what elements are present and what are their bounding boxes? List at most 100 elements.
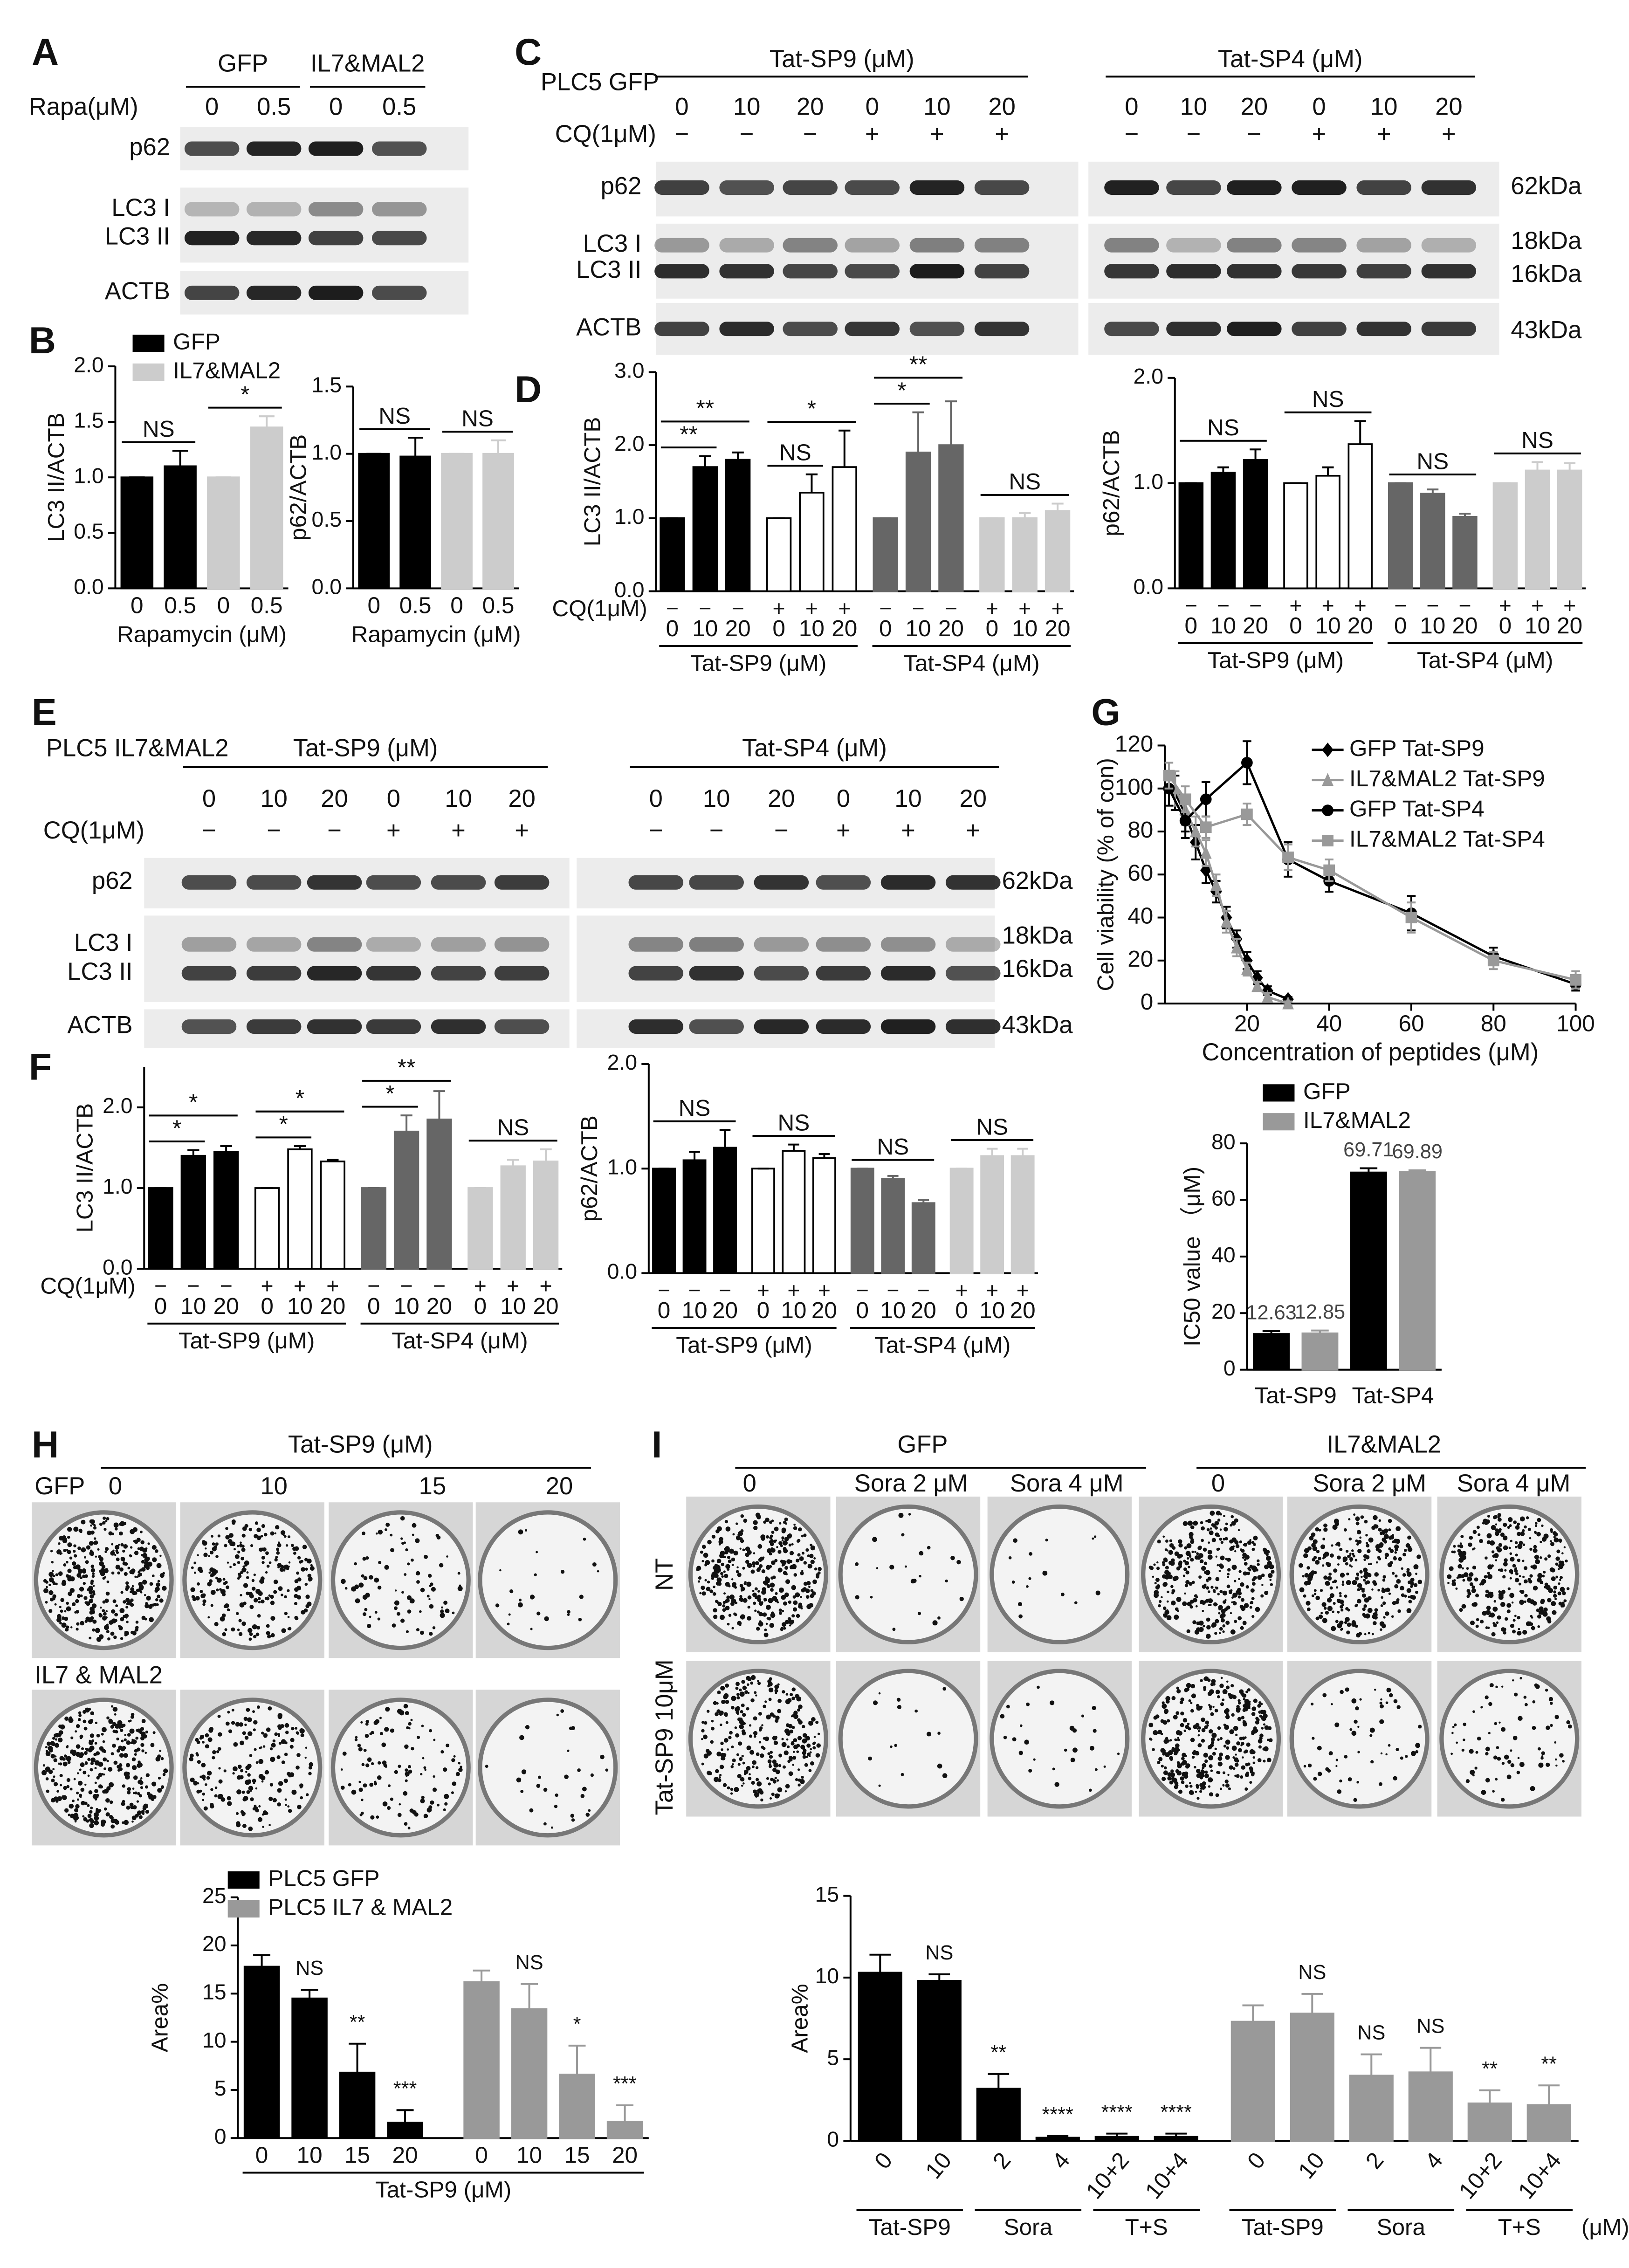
cq-sign: + <box>1377 120 1391 148</box>
x-tick-label: 0 <box>217 593 230 619</box>
colony <box>245 1765 250 1770</box>
colony <box>1498 1590 1501 1593</box>
colony <box>1413 1583 1418 1588</box>
colony <box>75 1804 80 1809</box>
colony <box>804 1763 808 1767</box>
x-row-value: − <box>688 1278 701 1302</box>
colony <box>281 1594 283 1596</box>
colony <box>730 1792 733 1795</box>
colony <box>1210 1741 1215 1745</box>
colony <box>717 1601 722 1607</box>
colony <box>251 1595 254 1597</box>
colony <box>1242 1693 1247 1698</box>
colony <box>1366 1544 1370 1548</box>
colony <box>443 1601 448 1605</box>
colony <box>774 1777 777 1780</box>
colony <box>68 1814 71 1816</box>
annotation: NS <box>461 406 494 432</box>
colony <box>1503 1545 1508 1550</box>
colony <box>1173 1715 1178 1720</box>
colony <box>253 1728 256 1732</box>
x-row-value: − <box>945 596 957 620</box>
colony <box>1454 1723 1457 1726</box>
colony <box>1219 1632 1221 1635</box>
colony <box>90 1553 94 1556</box>
colony <box>1222 1784 1225 1787</box>
colony <box>105 1610 108 1613</box>
colony <box>1522 1518 1525 1521</box>
colony <box>1522 1529 1525 1533</box>
colony <box>1175 1743 1180 1748</box>
colony <box>242 1526 247 1531</box>
colony <box>1397 1609 1401 1613</box>
colony <box>63 1563 67 1567</box>
colony <box>264 1597 268 1600</box>
colony <box>242 1731 246 1735</box>
colony <box>1461 1748 1464 1752</box>
colony <box>140 1786 144 1789</box>
colony <box>94 1820 99 1826</box>
colony <box>810 1565 813 1567</box>
annotation: **** <box>1101 2101 1133 2124</box>
colony <box>1382 1575 1386 1579</box>
colony <box>1206 1617 1210 1622</box>
colony <box>404 1744 409 1749</box>
colony <box>266 1727 271 1732</box>
colony <box>362 1531 365 1535</box>
colony <box>440 1609 444 1614</box>
colony <box>60 1598 64 1602</box>
colony <box>791 1687 796 1691</box>
colony <box>282 1569 286 1572</box>
colony <box>1207 1554 1213 1560</box>
colony <box>1257 1704 1261 1708</box>
legend-label: IL7&MAL2 <box>173 357 281 383</box>
colony <box>364 1733 369 1738</box>
colony <box>207 1737 213 1742</box>
x-row-value: + <box>261 1274 274 1298</box>
colony <box>104 1547 109 1551</box>
colony <box>1452 1725 1455 1728</box>
colony <box>754 1609 757 1612</box>
colony <box>1195 1790 1197 1793</box>
colony <box>713 1701 717 1705</box>
colony <box>927 1546 931 1550</box>
colony <box>1249 1606 1252 1609</box>
x-row-value: + <box>507 1274 519 1298</box>
colony <box>1524 1600 1526 1603</box>
colony <box>52 1768 55 1771</box>
colony <box>1061 1592 1065 1596</box>
colony <box>1042 1570 1048 1576</box>
colony <box>296 1731 299 1734</box>
colony <box>812 1742 816 1746</box>
colony <box>1226 1680 1229 1683</box>
colony <box>1507 1517 1513 1522</box>
colony <box>1182 1601 1187 1606</box>
colony <box>1313 1571 1317 1574</box>
bar <box>1045 510 1071 592</box>
colony <box>1522 1543 1526 1546</box>
colony <box>1510 1749 1512 1752</box>
colony <box>1361 1589 1365 1593</box>
colony <box>48 1572 54 1577</box>
x-tick-label: 10 <box>906 616 931 641</box>
colony <box>1214 1526 1218 1530</box>
colony <box>1564 1599 1567 1602</box>
x-row-value: + <box>1354 593 1367 618</box>
colony <box>225 1721 230 1726</box>
bar <box>339 2071 376 2139</box>
x-tick-label: 0 <box>131 593 144 619</box>
colony <box>790 1715 793 1718</box>
colony <box>212 1542 215 1546</box>
colony <box>1479 1539 1484 1543</box>
colony <box>130 1598 134 1602</box>
colony <box>271 1743 276 1748</box>
colony <box>217 1747 221 1751</box>
colony <box>114 1527 118 1531</box>
colony <box>238 1619 242 1622</box>
band <box>1356 238 1411 253</box>
colony <box>734 1726 737 1729</box>
panel-label: F <box>29 1046 52 1088</box>
colony <box>730 1787 734 1791</box>
colony <box>141 1718 146 1723</box>
